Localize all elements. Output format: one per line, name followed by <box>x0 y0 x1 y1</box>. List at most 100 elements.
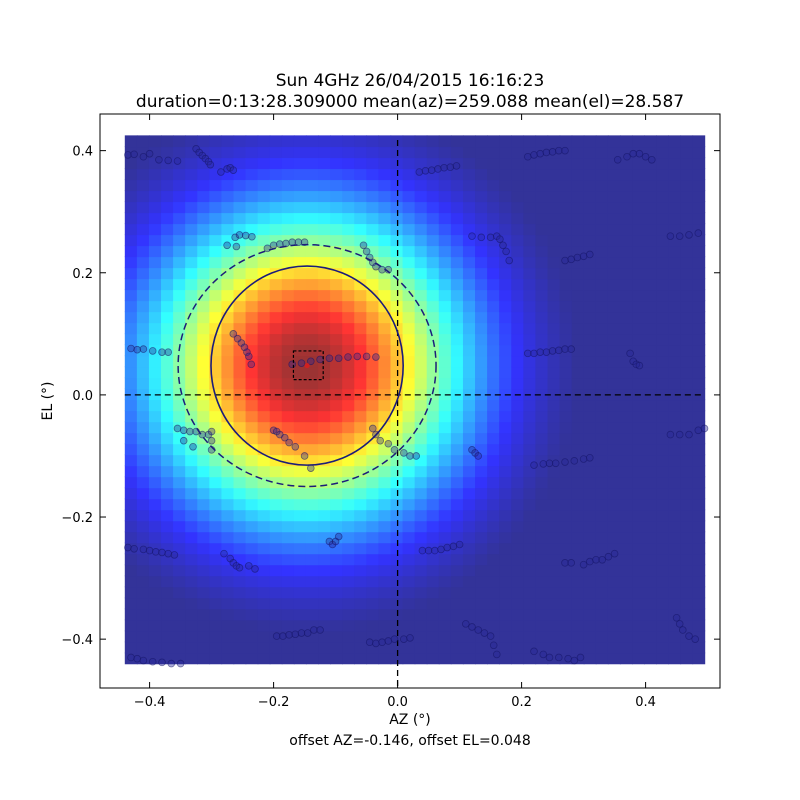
heatmap-cell <box>571 443 585 456</box>
heatmap-cell <box>209 509 223 522</box>
heatmap-cell <box>209 311 223 324</box>
heatmap-cell <box>450 344 464 357</box>
heatmap-cell <box>221 641 235 654</box>
heatmap-cell <box>330 289 343 302</box>
heatmap-cell <box>330 443 343 456</box>
heatmap-cell <box>535 190 549 203</box>
footer-offset-text: offset AZ=-0.146, offset EL=0.048 <box>289 733 531 749</box>
y-axis-label: EL (°) <box>40 381 56 420</box>
heatmap-cell <box>378 542 392 555</box>
heatmap-cell <box>668 245 682 258</box>
heatmap-cell <box>511 245 525 258</box>
heatmap-cell <box>644 531 657 544</box>
heatmap-cell <box>185 509 198 522</box>
heatmap-cell <box>390 586 404 599</box>
scan-point <box>344 353 352 361</box>
scan-point <box>567 255 575 264</box>
heatmap-cell <box>233 168 247 181</box>
heatmap-cell <box>257 355 271 368</box>
heatmap-cell <box>245 410 259 423</box>
heatmap-cell <box>511 278 525 291</box>
heatmap-cell <box>318 641 331 654</box>
heatmap-cell <box>378 377 392 390</box>
heatmap-cell <box>354 256 368 269</box>
heatmap-cell <box>656 179 669 192</box>
heatmap-cell <box>619 410 633 423</box>
heatmap-cell <box>209 344 223 357</box>
heatmap-cell <box>499 179 512 192</box>
heatmap-cell <box>197 311 211 324</box>
heatmap-cell <box>607 520 621 533</box>
heatmap-cell <box>656 652 669 665</box>
heatmap-cell <box>523 289 537 302</box>
heatmap-cell <box>559 146 573 159</box>
heatmap-cell <box>390 619 404 632</box>
heatmap-cell <box>475 300 488 313</box>
heatmap-cell <box>197 542 211 555</box>
heatmap-cell <box>366 597 380 610</box>
scan-point <box>570 656 579 665</box>
heatmap-cell <box>438 179 452 192</box>
heatmap-cell <box>161 553 174 566</box>
heatmap-cell <box>523 355 537 368</box>
heatmap-cell <box>450 355 464 368</box>
heatmap-cell <box>402 608 416 621</box>
heatmap-cell <box>680 586 694 599</box>
heatmap-cell <box>619 608 633 621</box>
heatmap-cell <box>619 553 633 566</box>
heatmap-cell <box>173 630 186 643</box>
heatmap-cell <box>607 443 621 456</box>
heatmap-cell <box>330 223 343 236</box>
heatmap-cell <box>366 498 380 511</box>
heatmap-cell <box>644 333 657 346</box>
heatmap-cell <box>619 267 633 280</box>
heatmap-cell <box>366 421 380 434</box>
heatmap-cell <box>559 608 573 621</box>
heatmap-cell <box>523 234 537 247</box>
heatmap-cell <box>535 146 549 159</box>
heatmap-cell <box>656 366 669 379</box>
heatmap-cell <box>414 443 428 456</box>
heatmap-cell <box>124 157 138 170</box>
heatmap-cell <box>402 652 416 665</box>
heatmap-cell <box>644 487 657 500</box>
heatmap-cell <box>462 465 476 478</box>
scan-point <box>585 557 594 566</box>
heatmap-cell <box>330 465 343 478</box>
heatmap-cell <box>632 256 645 269</box>
heatmap-cell <box>161 630 174 643</box>
heatmap-cell <box>269 267 283 280</box>
heatmap-cell <box>595 542 609 555</box>
scan-point <box>489 641 498 650</box>
heatmap-cell <box>221 575 235 588</box>
heatmap-cell <box>269 146 283 159</box>
heatmap-cell <box>511 553 525 566</box>
heatmap-cell <box>680 333 694 346</box>
scan-point <box>542 348 551 356</box>
heatmap-cell <box>692 564 706 577</box>
heatmap-cell <box>632 190 645 203</box>
heatmap-cell <box>354 234 368 247</box>
heatmap-cell <box>366 619 380 632</box>
heatmap-cell <box>692 366 706 379</box>
heatmap-cell <box>366 190 380 203</box>
heatmap-cell <box>124 366 138 379</box>
heatmap-cell <box>197 608 211 621</box>
scan-point <box>297 629 306 637</box>
heatmap-cell <box>245 454 259 467</box>
heatmap-cell <box>607 619 621 632</box>
heatmap-cell <box>173 146 186 159</box>
heatmap-cell <box>305 630 319 643</box>
heatmap-cell <box>257 553 271 566</box>
heatmap-cell <box>487 355 500 368</box>
heatmap-cell <box>318 388 331 401</box>
heatmap-cell <box>462 487 476 500</box>
heatmap-cell <box>221 245 235 258</box>
heatmap-cell <box>281 223 295 236</box>
heatmap-cell <box>342 212 355 225</box>
heatmap-cell <box>378 652 392 665</box>
heatmap-cell <box>583 509 597 522</box>
heatmap-cell <box>607 377 621 390</box>
heatmap-cell <box>438 234 452 247</box>
heatmap-cell <box>583 443 597 456</box>
